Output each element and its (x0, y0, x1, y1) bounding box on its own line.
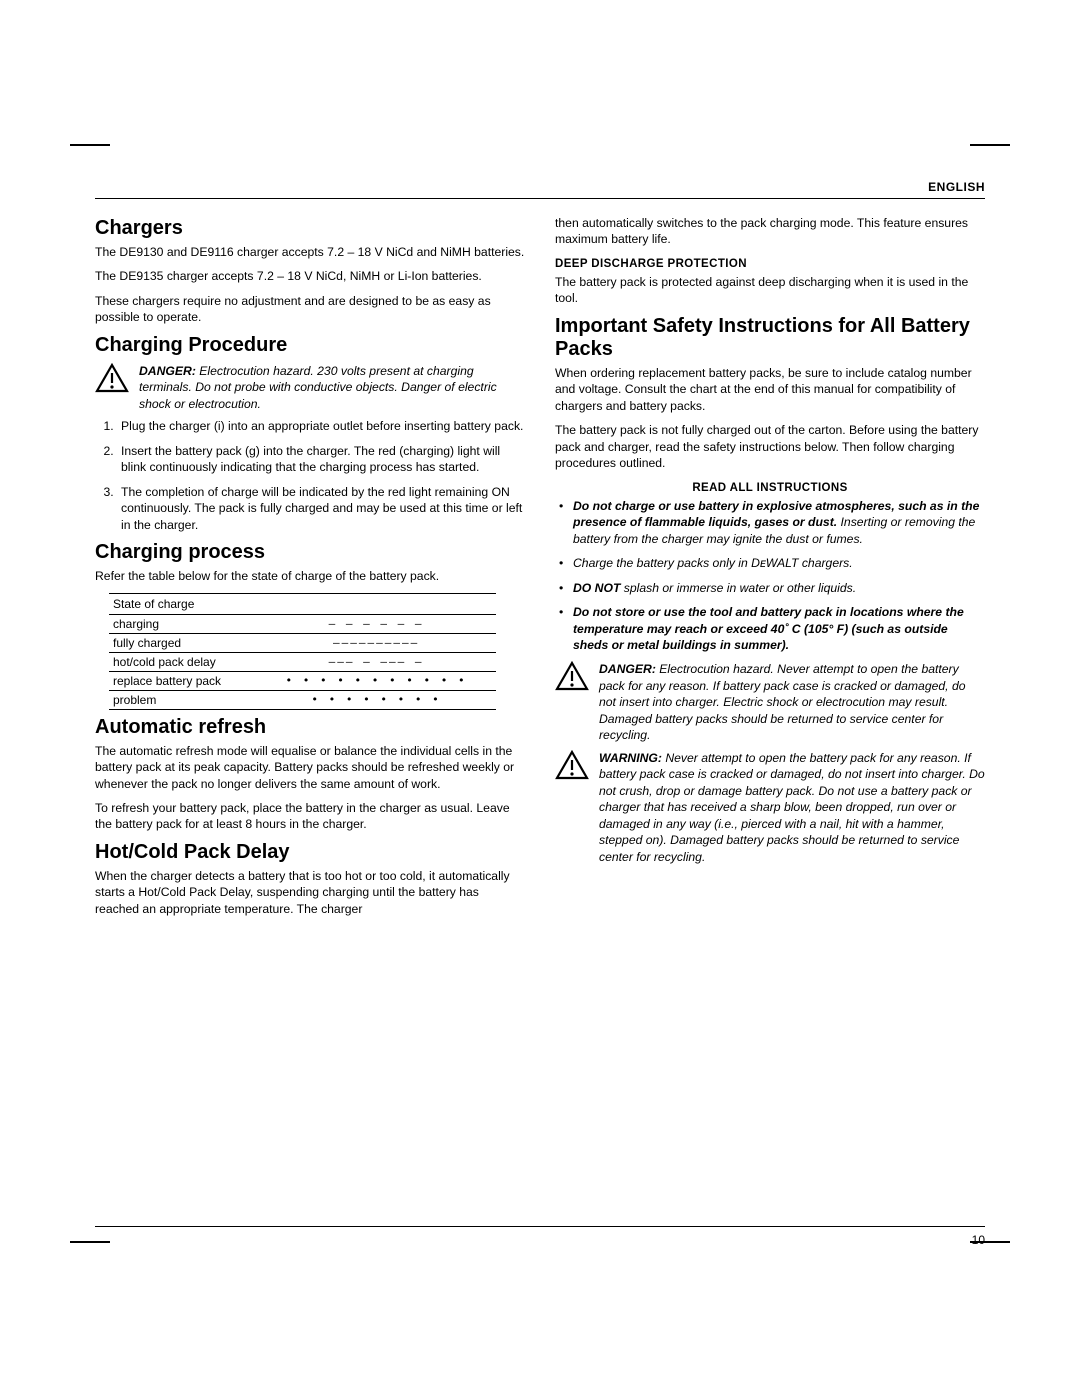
list-item: Charge the battery packs only in DᴇWALT … (555, 555, 985, 571)
body-text: The battery pack is not fully charged ou… (555, 422, 985, 471)
danger-block: DANGER: Electrocution hazard. 230 volts … (95, 363, 525, 412)
brand-text: DᴇWALT (751, 556, 798, 570)
table-cell: fully charged (109, 633, 256, 652)
columns: Chargers The DE9130 and DE9116 charger a… (95, 211, 985, 925)
crop-mark (70, 1241, 110, 1243)
language-label: ENGLISH (95, 180, 985, 198)
body-text: The DE9135 charger accepts 7.2 – 18 V Ni… (95, 268, 525, 284)
list-item: Do not charge or use battery in explosiv… (555, 498, 985, 547)
crop-mark (70, 144, 110, 146)
list-item: The completion of charge will be indicat… (117, 484, 525, 533)
subheading-read-all: READ ALL INSTRUCTIONS (555, 482, 985, 494)
body-text: To refresh your battery pack, place the … (95, 800, 525, 833)
body-text: The automatic refresh mode will equalise… (95, 743, 525, 792)
heading-chargers: Chargers (95, 217, 525, 240)
body-text: Refer the table below for the state of c… (95, 568, 525, 584)
body-text: The DE9130 and DE9116 charger accepts 7.… (95, 244, 525, 260)
page-number: 10 (972, 1233, 985, 1247)
table-cell: ––– – ––– – (256, 652, 496, 671)
danger-block: DANGER: Electrocution hazard. Never atte… (555, 661, 985, 743)
list-item: Insert the battery pack (g) into the cha… (117, 443, 525, 476)
subheading-deep-discharge: DEEP DISCHARGE PROTECTION (555, 258, 985, 270)
bold-text: DO NOT (573, 581, 620, 595)
warning-body: Never attempt to open the battery pack f… (599, 751, 985, 864)
table-cell: charging (109, 614, 256, 633)
body-text: splash or immerse in water or other liqu… (620, 581, 856, 595)
state-of-charge-table: State of charge charging– – – – – – full… (109, 593, 496, 710)
body-text: When ordering replacement battery packs,… (555, 365, 985, 414)
safety-bullets: Do not charge or use battery in explosiv… (555, 498, 985, 654)
warning-lead: WARNING: (599, 751, 662, 765)
body-text: The battery pack is protected against de… (555, 274, 985, 307)
heading-safety-instructions: Important Safety Instructions for All Ba… (555, 315, 985, 361)
procedure-list: Plug the charger (i) into an appropriate… (95, 418, 525, 533)
page: ENGLISH Chargers The DE9130 and DE9116 c… (0, 0, 1080, 1397)
danger-lead: DANGER: (599, 662, 656, 676)
table-cell: problem (109, 690, 256, 709)
table-cell: hot/cold pack delay (109, 652, 256, 671)
heading-automatic-refresh: Automatic refresh (95, 716, 525, 739)
heading-charging-process: Charging process (95, 541, 525, 564)
right-column: then automatically switches to the pack … (555, 211, 985, 925)
warning-block: WARNING: Never attempt to open the batte… (555, 750, 985, 865)
table-cell: • • • • • • • • (256, 690, 496, 709)
body-text: Charge the battery packs only in (573, 556, 751, 570)
crop-mark (970, 144, 1010, 146)
danger-text: DANGER: Electrocution hazard. Never atte… (599, 661, 985, 743)
list-item: Plug the charger (i) into an appropriate… (117, 418, 525, 434)
warning-triangle-icon (555, 750, 589, 865)
table-cell: – – – – – – (256, 614, 496, 633)
list-item: Do not store or use the tool and battery… (555, 604, 985, 653)
warning-triangle-icon (95, 363, 129, 412)
warning-text: WARNING: Never attempt to open the batte… (599, 750, 985, 865)
top-rule (95, 198, 985, 199)
table-header: State of charge (109, 593, 496, 614)
table-cell: • • • • • • • • • • • (256, 671, 496, 690)
body-text: These chargers require no adjustment and… (95, 293, 525, 326)
bold-text: Do not store or use the tool and battery… (573, 605, 964, 652)
body-text: chargers. (798, 556, 852, 570)
table-cell: replace battery pack (109, 671, 256, 690)
list-item: DO NOT splash or immerse in water or oth… (555, 580, 985, 596)
warning-triangle-icon (555, 661, 589, 743)
heading-charging-procedure: Charging Procedure (95, 334, 525, 357)
heading-hot-cold: Hot/Cold Pack Delay (95, 841, 525, 864)
body-text: then automatically switches to the pack … (555, 215, 985, 248)
bottom-rule (95, 1226, 985, 1227)
table-cell: –––––––––– (256, 633, 496, 652)
danger-lead: DANGER: (139, 364, 196, 378)
danger-text: DANGER: Electrocution hazard. 230 volts … (139, 363, 525, 412)
left-column: Chargers The DE9130 and DE9116 charger a… (95, 211, 525, 925)
body-text: When the charger detects a battery that … (95, 868, 525, 917)
